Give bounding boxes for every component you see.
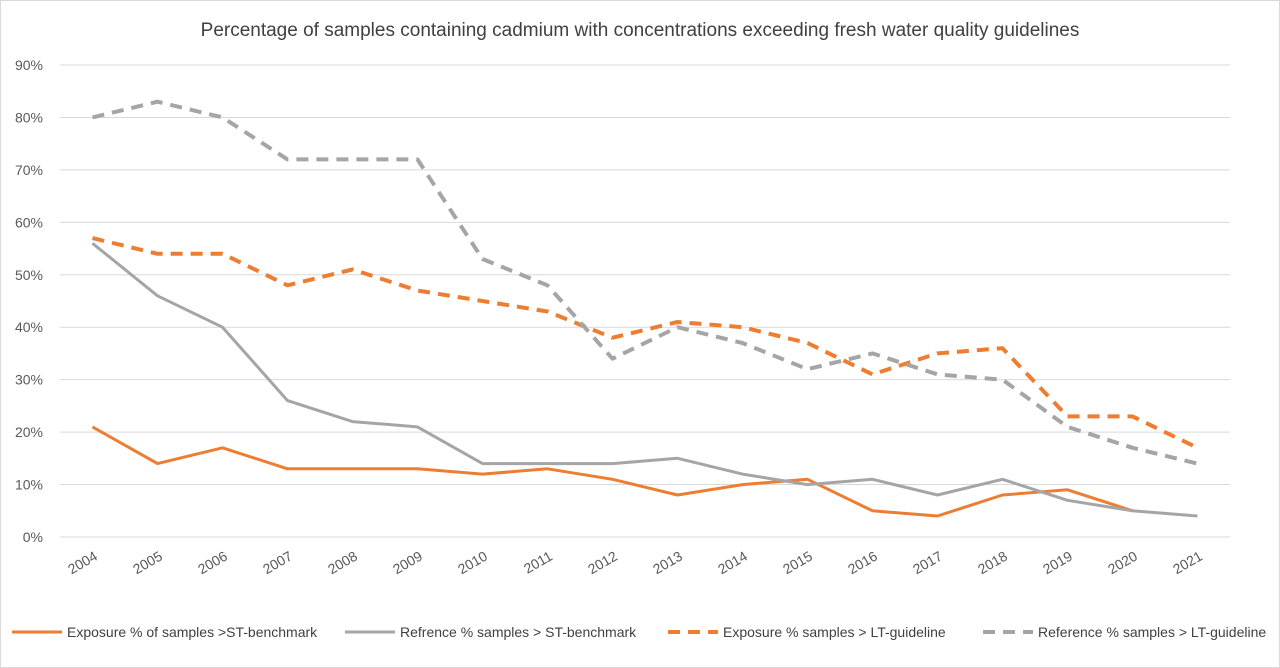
y-tick-label: 30% <box>15 372 43 388</box>
legend-label: Reference % samples > LT-guideline <box>1038 624 1266 640</box>
series-lines <box>91 99 1199 518</box>
legend-label: Refrence % samples > ST-benchmark <box>400 624 637 640</box>
x-tick-label: 2019 <box>1040 548 1075 578</box>
chart-title: Percentage of samples containing cadmium… <box>201 20 1080 41</box>
x-tick-label: 2006 <box>195 548 230 578</box>
series-line <box>92 99 1198 466</box>
x-tick-label: 2011 <box>521 548 555 577</box>
x-tick-label: 2008 <box>325 548 360 578</box>
y-tick-label: 20% <box>15 424 43 440</box>
y-tick-label: 40% <box>15 319 43 335</box>
x-tick-label: 2009 <box>390 548 425 578</box>
y-tick-label: 60% <box>15 214 43 230</box>
x-tick-label: 2007 <box>260 548 295 578</box>
series-line <box>91 242 1198 518</box>
x-tick-label: 2010 <box>455 548 490 578</box>
series-line <box>91 425 1133 518</box>
x-tick-label: 2004 <box>65 548 100 578</box>
x-tick-label: 2020 <box>1105 548 1140 578</box>
x-tick-label: 2005 <box>130 548 165 578</box>
x-tick-label: 2013 <box>650 548 685 578</box>
y-tick-label: 90% <box>15 57 43 73</box>
gridlines <box>60 64 1230 538</box>
x-tick-label: 2012 <box>585 548 620 578</box>
series-line <box>92 236 1199 450</box>
legend-label: Exposure % of samples >ST-benchmark <box>67 624 318 640</box>
y-tick-label: 70% <box>15 162 43 178</box>
x-tick-label: 2017 <box>910 548 945 578</box>
x-tick-label: 2016 <box>845 548 880 578</box>
x-tick-label: 2014 <box>715 548 750 578</box>
y-tick-label: 0% <box>23 529 43 545</box>
y-tick-label: 50% <box>15 267 43 283</box>
y-tick-label: 10% <box>15 477 43 493</box>
x-tick-label: 2021 <box>1170 548 1205 578</box>
legend-label: Exposure % samples > LT-guideline <box>723 624 946 640</box>
y-axis-ticks: 0% 10% 20% 30% 40% 50% 60% 70% 80% 90% <box>15 57 43 545</box>
x-tick-label: 2018 <box>975 548 1010 578</box>
y-tick-label: 80% <box>15 109 43 125</box>
x-axis-ticks: 2004 2005 2006 2007 2008 2009 2010 2011 2012 2013… <box>65 548 1205 578</box>
legend: Exposure % of samples >ST-benchmark Refre… <box>12 624 1266 640</box>
x-tick-label: 2015 <box>780 548 815 578</box>
